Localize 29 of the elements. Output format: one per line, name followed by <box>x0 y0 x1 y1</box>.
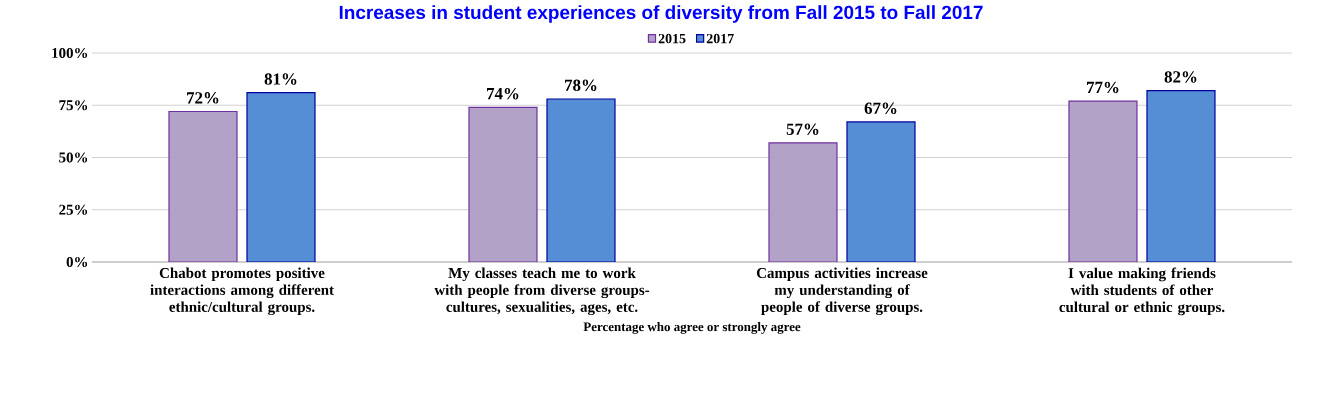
data-label: 81% <box>264 73 297 85</box>
bar <box>246 92 316 262</box>
bar <box>168 110 238 262</box>
data-label: 82% <box>1164 71 1197 83</box>
data-label: 72% <box>187 92 219 104</box>
x-tick-label: Chabot promotes positive interactions among different ethnic/cultural groups. <box>150 267 334 316</box>
x-tick-label: My classes teach me to work with people from diverse groups-cultures, sexualities, ages, etc. <box>434 267 650 316</box>
chart-title: Increases in student experiences of diversity from Fall 2015 to Fall 2017 <box>339 5 983 23</box>
legend-label: 2017 <box>706 33 734 44</box>
data-label: 78% <box>565 79 597 92</box>
y-tick-label: 75% <box>59 100 88 111</box>
data-label: 74% <box>487 87 519 100</box>
bar <box>1146 90 1216 262</box>
x-axis-title: Percentage who agree or strongly agree <box>583 322 801 334</box>
legend-label: 2015 <box>658 33 686 44</box>
bar <box>846 121 916 262</box>
x-tick-label: I value making friends with students of other cultural or ethnic groups. <box>1059 267 1225 316</box>
bar <box>768 142 838 262</box>
y-tick-label: 25% <box>59 204 88 215</box>
data-label: 77% <box>1087 81 1119 94</box>
x-tick-label: Campus activities increase my understanding of people of diverse groups. <box>756 267 928 316</box>
bar <box>546 98 616 262</box>
y-tick-label: 0% <box>66 256 88 268</box>
y-tick-label: 100% <box>52 47 88 59</box>
data-label: 57% <box>786 123 819 135</box>
data-label: 67% <box>864 102 897 115</box>
bar <box>1068 100 1138 262</box>
y-tick-label: 50% <box>59 152 88 163</box>
bar <box>468 106 538 262</box>
